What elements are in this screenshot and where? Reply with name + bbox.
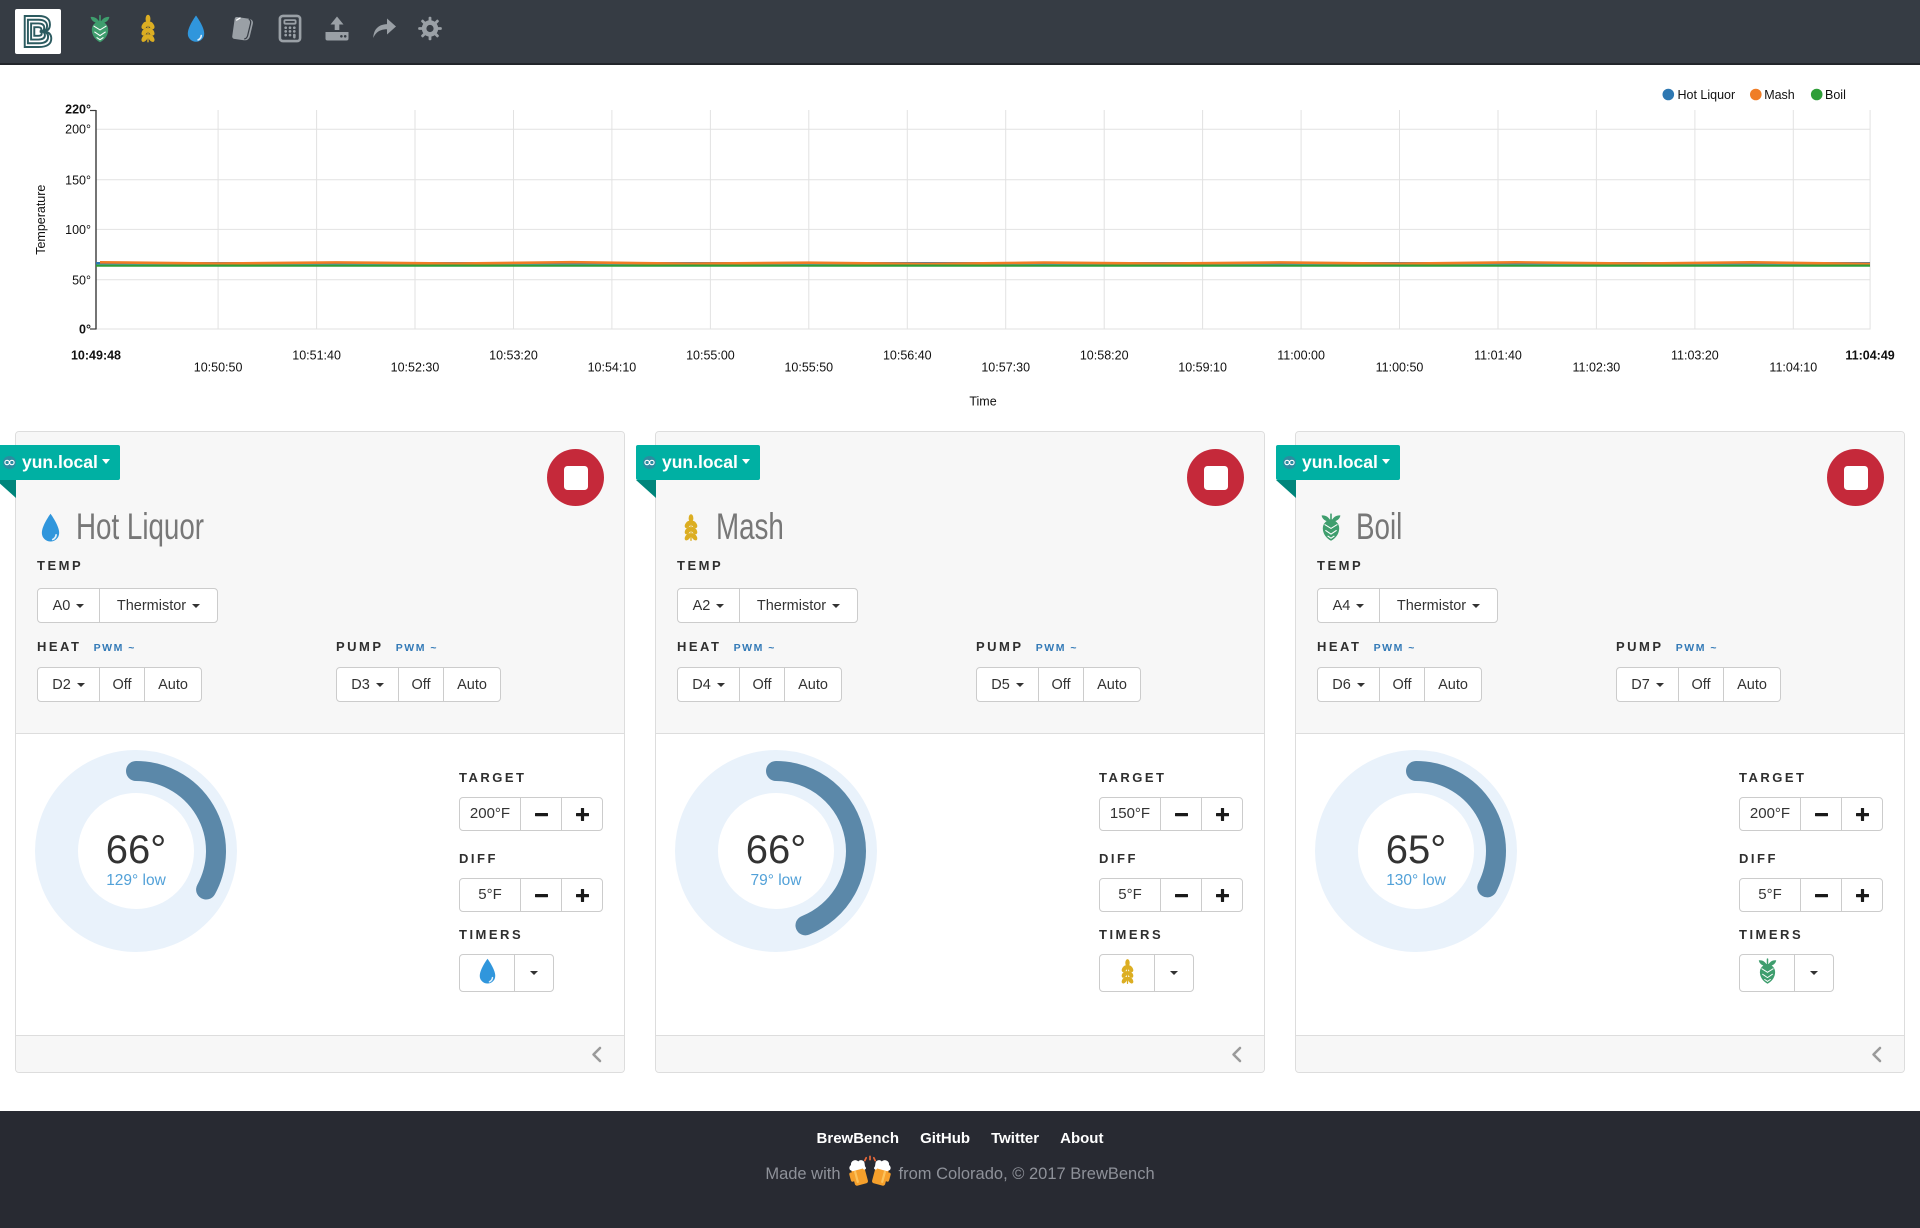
svg-text:10:57:30: 10:57:30	[981, 360, 1030, 374]
svg-text:10:53:20: 10:53:20	[489, 348, 538, 362]
svg-text:Boil: Boil	[1825, 88, 1846, 102]
svg-text:Temperature: Temperature	[34, 185, 48, 255]
svg-text:11:04:10: 11:04:10	[1769, 360, 1817, 374]
svg-text:10:55:50: 10:55:50	[784, 360, 833, 374]
svg-text:11:00:00: 11:00:00	[1277, 348, 1325, 362]
svg-text:10:54:10: 10:54:10	[588, 360, 637, 374]
svg-text:Hot Liquor: Hot Liquor	[1678, 88, 1736, 102]
svg-text:11:01:40: 11:01:40	[1474, 348, 1522, 362]
svg-text:11:03:20: 11:03:20	[1671, 348, 1719, 362]
svg-text:10:58:20: 10:58:20	[1080, 348, 1129, 362]
svg-text:150°: 150°	[65, 173, 91, 187]
svg-text:10:51:40: 10:51:40	[292, 348, 341, 362]
svg-text:100°: 100°	[65, 223, 91, 237]
svg-text:10:52:30: 10:52:30	[391, 360, 440, 374]
svg-text:11:04:49: 11:04:49	[1845, 348, 1894, 362]
svg-text:220°: 220°	[65, 102, 91, 116]
svg-text:11:02:30: 11:02:30	[1573, 360, 1621, 374]
svg-text:10:49:48: 10:49:48	[71, 348, 121, 362]
svg-text:200°: 200°	[65, 122, 91, 136]
svg-text:11:00:50: 11:00:50	[1376, 360, 1424, 374]
svg-text:10:55:00: 10:55:00	[686, 348, 735, 362]
svg-text:10:56:40: 10:56:40	[883, 348, 932, 362]
svg-text:10:59:10: 10:59:10	[1178, 360, 1227, 374]
svg-text:50°: 50°	[72, 274, 91, 288]
svg-text:Time: Time	[969, 395, 996, 409]
svg-text:10:50:50: 10:50:50	[194, 360, 243, 374]
svg-text:0°: 0°	[79, 323, 91, 337]
svg-text:Mash: Mash	[1764, 88, 1795, 102]
